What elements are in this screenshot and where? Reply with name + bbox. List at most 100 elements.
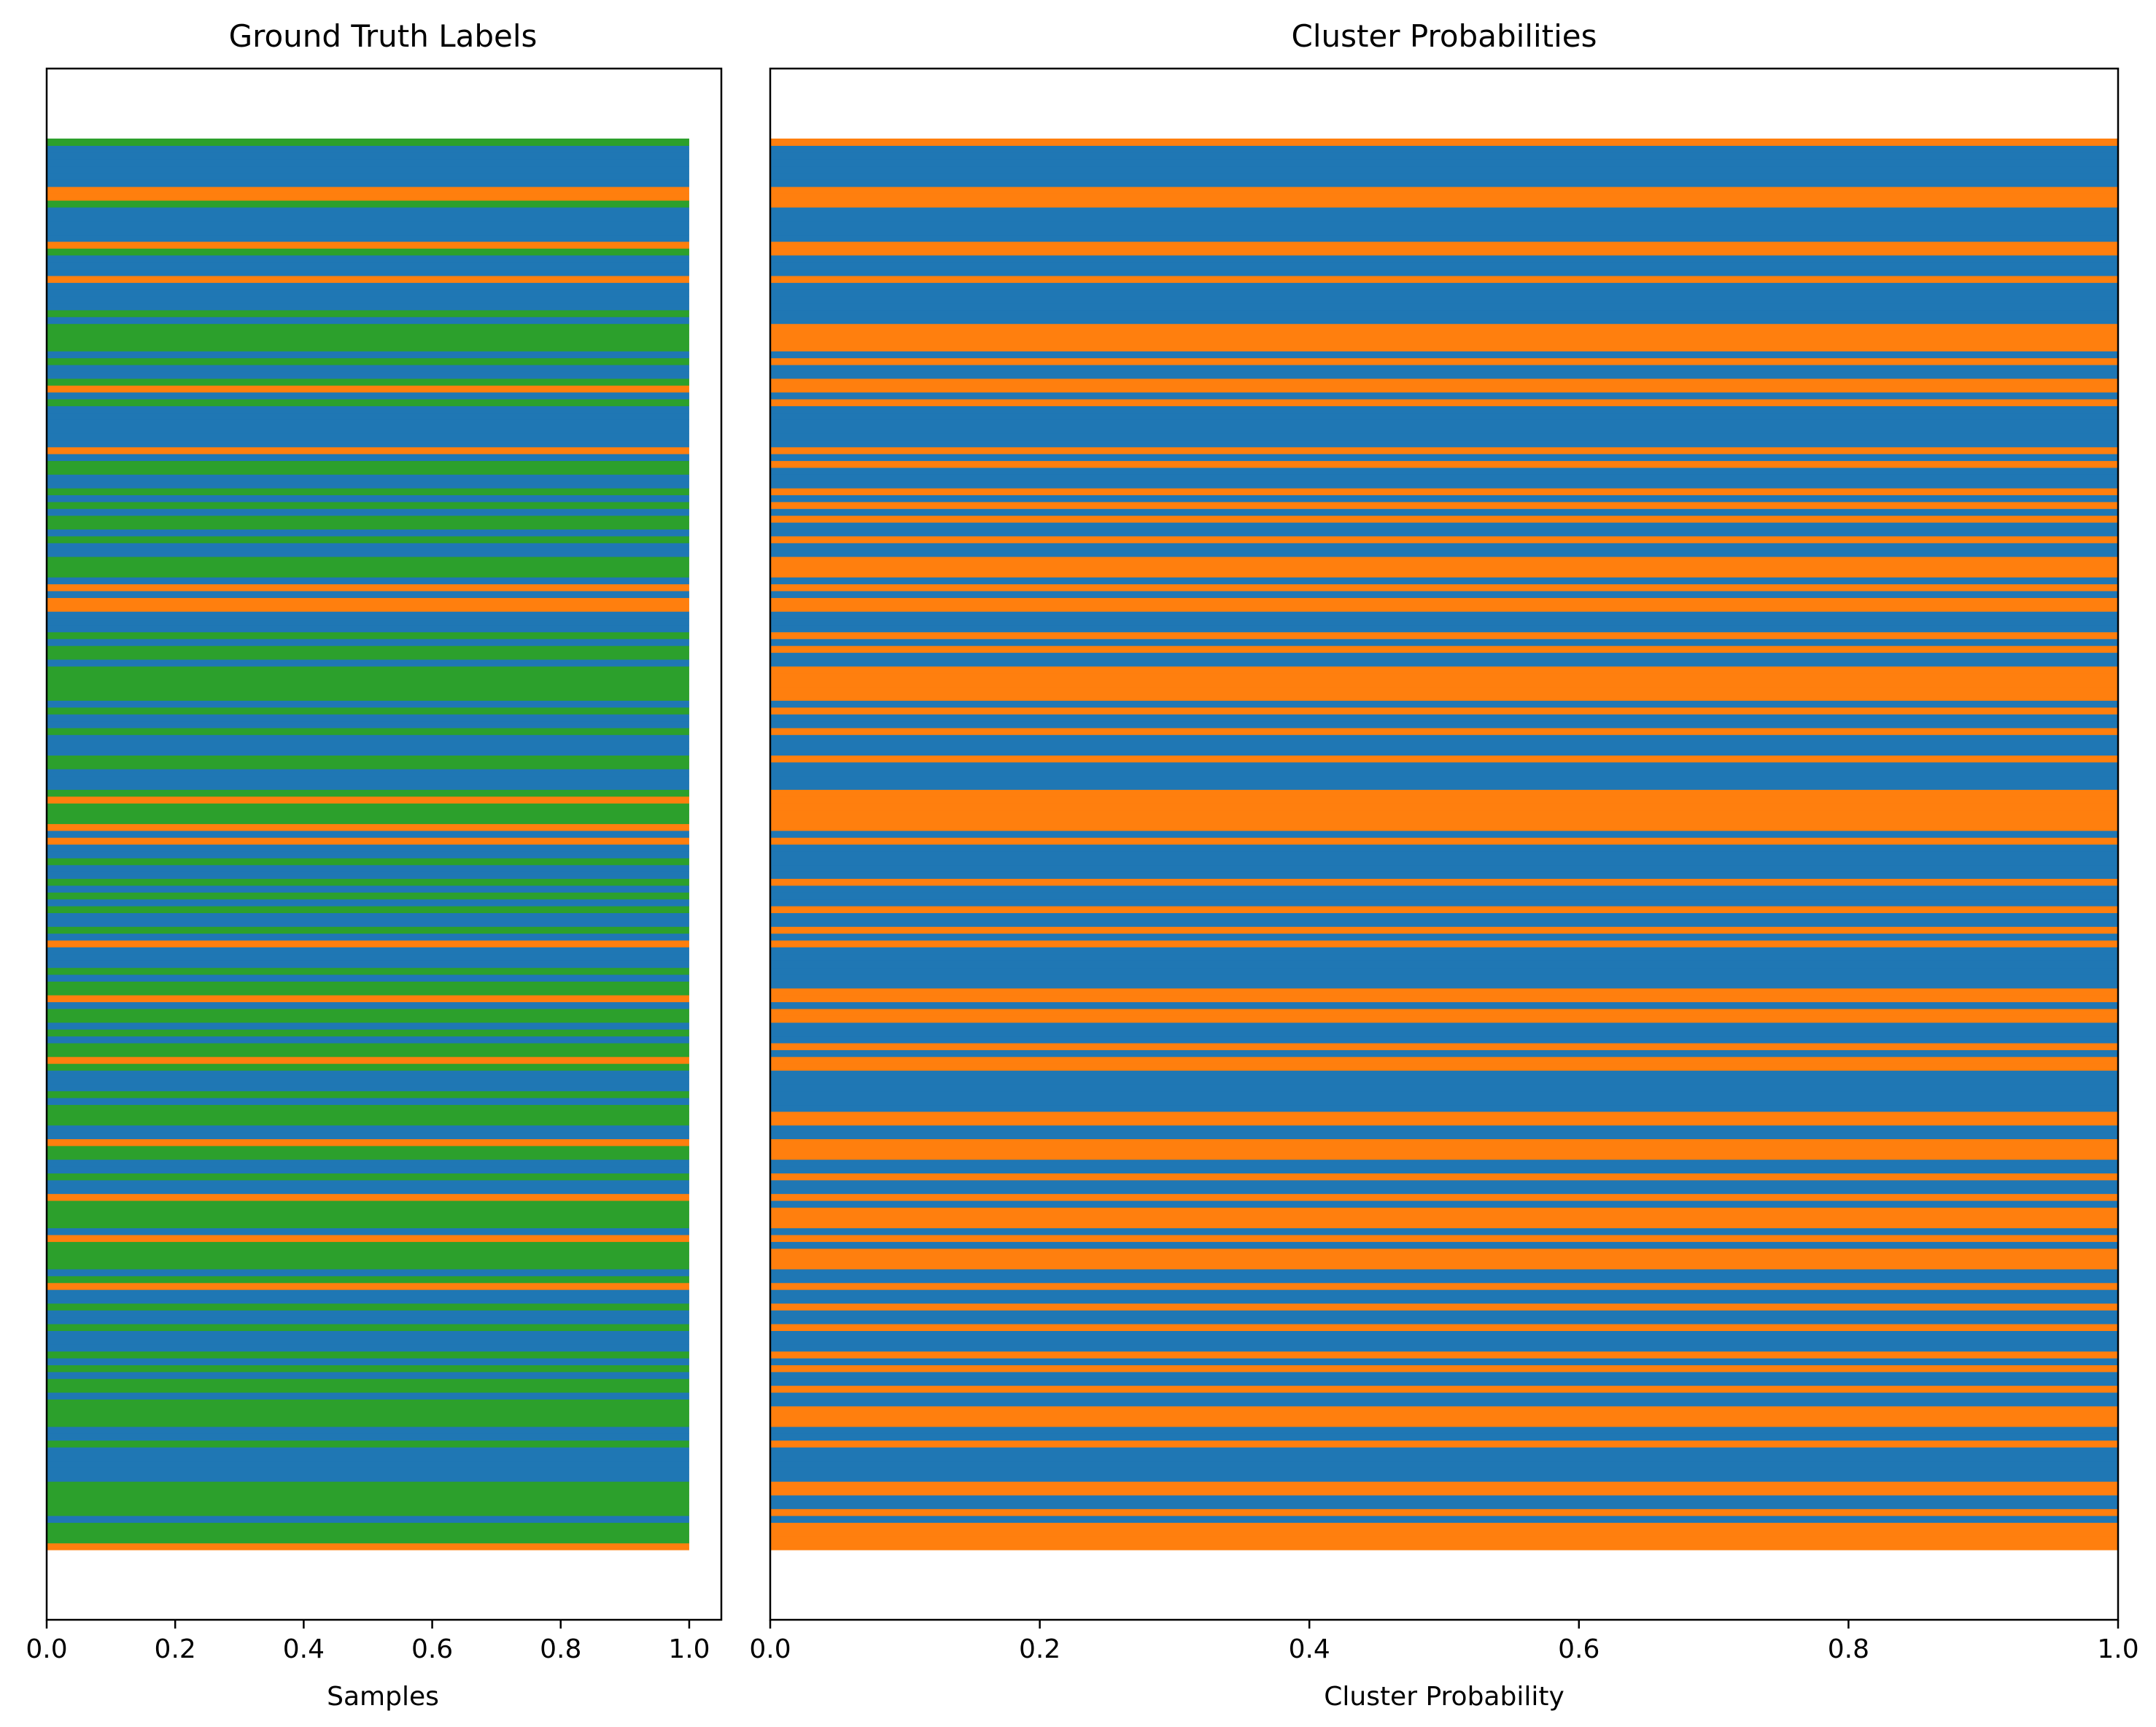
ground-truth-bar (47, 474, 689, 482)
ground-truth-x-tick-label: 1.0 (668, 1634, 710, 1664)
cluster-probabilities-bar (770, 1015, 2118, 1023)
cluster-probabilities-bar (770, 296, 2118, 304)
cluster-probabilities-bar (770, 255, 2118, 263)
ground-truth-bar (47, 981, 689, 989)
cluster-probabilities-x-tick-label: 0.6 (1558, 1634, 1599, 1664)
cluster-probabilities-bar (770, 1460, 2118, 1468)
cluster-probabilities-bar (770, 1529, 2118, 1537)
ground-truth-bar (47, 967, 689, 975)
ground-truth-bar (47, 693, 689, 701)
ground-truth-bar (47, 1392, 689, 1400)
cluster-probabilities-bar (770, 1111, 2118, 1119)
ground-truth-panel: Ground Truth Labels 0.0 0.2 0.4 0.6 0.8 1.0 S… (26, 18, 723, 1712)
cluster-probabilities-bar (770, 974, 2118, 982)
ground-truth-bar (47, 919, 689, 927)
ground-truth-bar (47, 995, 689, 1003)
ground-truth-bar (47, 1227, 689, 1235)
cluster-probabilities-bar (770, 152, 2118, 160)
cluster-probabilities-bar (770, 234, 2118, 242)
cluster-probabilities-bar (770, 357, 2118, 365)
ground-truth-bar (47, 323, 689, 331)
ground-truth-bar (47, 1324, 689, 1332)
ground-truth-bar (47, 1118, 689, 1126)
ground-truth-bar (47, 652, 689, 660)
cluster-probabilities-panel: Cluster Probabilities 0.0 0.2 0.4 0.6 0.8 1.0… (749, 18, 2138, 1712)
cluster-probabilities-bar (770, 624, 2118, 632)
cluster-probabilities-bar (770, 145, 2118, 153)
cluster-probabilities-bar (770, 1385, 2118, 1393)
ground-truth-bar (47, 481, 689, 489)
cluster-probabilities-bar (770, 652, 2118, 660)
cluster-probabilities-bar (770, 262, 2118, 270)
ground-truth-bar (47, 440, 689, 448)
cluster-probabilities-bar (770, 501, 2118, 509)
cluster-probabilities-x-tick-label: 0.2 (1019, 1634, 1060, 1664)
ground-truth-bar (47, 460, 689, 468)
ground-truth-bar (47, 563, 689, 571)
ground-truth-bar (47, 398, 689, 406)
cluster-probabilities-bar (770, 1316, 2118, 1324)
cluster-probabilities-bar (770, 666, 2118, 674)
ground-truth-bar (47, 405, 689, 414)
ground-truth-bar (47, 604, 689, 612)
cluster-probabilities-bar (770, 926, 2118, 934)
ground-truth-bar (47, 419, 689, 427)
cluster-probabilities-bar (770, 680, 2118, 688)
cluster-probabilities-bar (770, 460, 2118, 468)
ground-truth-bar (47, 1207, 689, 1215)
ground-truth-bar (47, 1454, 689, 1462)
ground-truth-bar (47, 570, 689, 578)
cluster-probabilities-bar (770, 707, 2118, 715)
cluster-probabilities-bar (770, 563, 2118, 571)
ground-truth-bar (47, 317, 689, 325)
cluster-probabilities-bar (770, 727, 2118, 735)
ground-truth-bar (47, 721, 689, 729)
ground-truth-bar (47, 597, 689, 605)
ground-truth-bar (47, 166, 689, 174)
cluster-probabilities-bar (770, 385, 2118, 393)
ground-truth-bar (47, 680, 689, 688)
cluster-probabilities-bar (770, 282, 2118, 290)
cluster-probabilities-bar (770, 440, 2118, 448)
ground-truth-bar (47, 686, 689, 694)
ground-truth-bar (47, 1214, 689, 1222)
ground-truth-bar (47, 1234, 689, 1242)
cluster-probabilities-bar (770, 220, 2118, 228)
ground-truth-bar (47, 1111, 689, 1119)
cluster-probabilities-bar (770, 248, 2118, 256)
ground-truth-bar (47, 494, 689, 502)
cluster-probabilities-bar (770, 769, 2118, 777)
cluster-probabilities-bar (770, 494, 2118, 502)
ground-truth-bar (47, 1481, 689, 1489)
ground-truth-bar (47, 1104, 689, 1112)
ground-truth-bar (47, 632, 689, 640)
cluster-probabilities-bar (770, 721, 2118, 729)
ground-truth-bar (47, 734, 689, 742)
cluster-probabilities-bar (770, 1365, 2118, 1373)
ground-truth-bar (47, 200, 689, 208)
cluster-probabilities-bar (770, 618, 2118, 626)
cluster-probabilities-bar (770, 166, 2118, 174)
cluster-probabilities-bar (770, 1200, 2118, 1208)
ground-truth-bar (47, 488, 689, 496)
ground-truth-bar (47, 1056, 689, 1064)
cluster-probabilities-bar (770, 1076, 2118, 1084)
ground-truth-bar (47, 1276, 689, 1284)
cluster-probabilities-bar (770, 488, 2118, 496)
cluster-probabilities-bar (770, 364, 2118, 372)
ground-truth-bar (47, 830, 689, 838)
cluster-probabilities-bar (770, 1104, 2118, 1112)
cluster-probabilities-bar (770, 426, 2118, 434)
ground-truth-bar (47, 282, 689, 290)
ground-truth-x-tick-label: 0.8 (540, 1634, 581, 1664)
cluster-probabilities-bar (770, 432, 2118, 441)
ground-truth-bar (47, 796, 689, 804)
ground-truth-bar (47, 1042, 689, 1050)
cluster-probabilities-bar (770, 214, 2118, 222)
cluster-probabilities-bar (770, 412, 2118, 420)
ground-truth-bar (47, 741, 689, 749)
cluster-probabilities-bar (770, 1371, 2118, 1379)
cluster-probabilities-bar (770, 535, 2118, 543)
cluster-probabilities-bar (770, 371, 2118, 379)
cluster-probabilities-bar (770, 1262, 2118, 1270)
